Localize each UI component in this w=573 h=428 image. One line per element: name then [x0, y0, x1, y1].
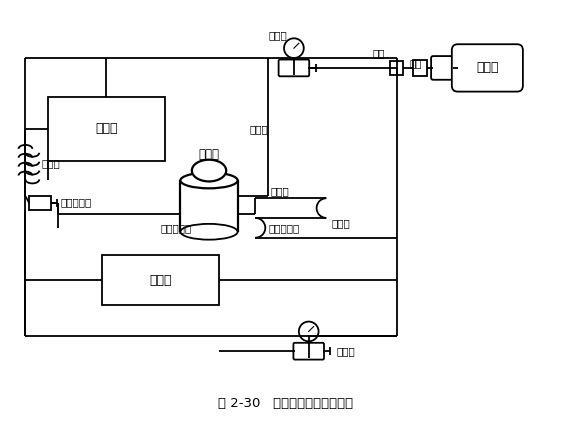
Bar — [103, 256, 219, 305]
Text: 冷凝器: 冷凝器 — [150, 273, 172, 287]
Ellipse shape — [180, 172, 238, 188]
Bar — [180, 181, 238, 232]
Text: 高压排气管: 高压排气管 — [268, 223, 300, 233]
Ellipse shape — [180, 224, 238, 240]
Bar — [48, 97, 164, 160]
Text: 真空泵: 真空泵 — [476, 62, 499, 74]
Ellipse shape — [192, 160, 226, 181]
FancyBboxPatch shape — [293, 343, 324, 360]
FancyBboxPatch shape — [452, 44, 523, 92]
Text: 充气管: 充气管 — [249, 124, 268, 134]
Text: 除露管: 除露管 — [331, 218, 350, 228]
FancyBboxPatch shape — [431, 56, 455, 80]
FancyBboxPatch shape — [278, 59, 309, 76]
Text: 毛细管: 毛细管 — [41, 159, 60, 169]
Text: 三通阀: 三通阀 — [336, 346, 355, 356]
Text: 干燥过滤器: 干燥过滤器 — [61, 197, 92, 207]
Circle shape — [284, 39, 304, 58]
Bar — [413, 60, 427, 76]
Circle shape — [299, 321, 319, 341]
Bar — [29, 196, 51, 210]
Text: 压缩机: 压缩机 — [198, 148, 219, 161]
Text: 三通阀: 三通阀 — [269, 30, 288, 40]
Text: 工艺管: 工艺管 — [270, 186, 289, 196]
Text: 软管: 软管 — [409, 58, 422, 68]
Text: 图 2-30   双侧抽真空系统连接图: 图 2-30 双侧抽真空系统连接图 — [218, 397, 354, 410]
Text: 低压吸气管: 低压吸气管 — [161, 223, 192, 233]
Text: 蒸发器: 蒸发器 — [95, 122, 117, 135]
Bar — [390, 61, 403, 75]
Text: 三通: 三通 — [372, 48, 384, 58]
